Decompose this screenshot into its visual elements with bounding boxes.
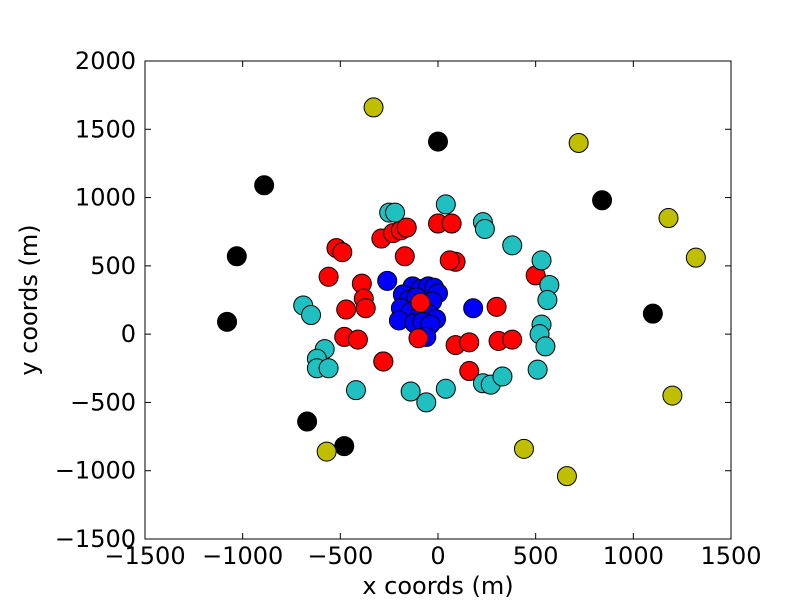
x-axis-label: x coords (m) xyxy=(362,572,513,600)
y-tick-label: −500 xyxy=(70,388,136,416)
y-axis-label: y coords (m) xyxy=(15,224,43,375)
data-point xyxy=(463,298,484,319)
data-point xyxy=(400,381,421,402)
y-axis-ticks: −1500 −1000 −500 0 500 1000 1500 2000 xyxy=(55,47,731,553)
data-point xyxy=(363,97,384,118)
data-point xyxy=(685,247,706,268)
data-point xyxy=(416,392,437,413)
y-tick-label: 500 xyxy=(90,252,136,280)
data-point xyxy=(435,194,456,215)
data-point xyxy=(527,359,548,380)
x-tick-label: 500 xyxy=(513,542,559,570)
data-point xyxy=(318,358,339,379)
data-point xyxy=(385,202,406,223)
data-point xyxy=(441,213,462,234)
data-point xyxy=(355,298,376,319)
data-markers xyxy=(217,97,706,487)
y-tick-label: 1500 xyxy=(75,115,136,143)
x-tick-label: −500 xyxy=(307,542,373,570)
data-point xyxy=(226,246,247,267)
data-point xyxy=(531,250,552,271)
data-point xyxy=(662,385,683,406)
series-5 xyxy=(316,97,706,487)
data-point xyxy=(642,303,663,324)
data-point xyxy=(316,441,337,462)
series-3 xyxy=(293,194,560,413)
data-point xyxy=(439,250,460,271)
data-point xyxy=(318,266,339,287)
data-point xyxy=(297,411,318,432)
data-point xyxy=(410,292,431,313)
data-point xyxy=(373,351,394,372)
data-point xyxy=(492,366,513,387)
data-point xyxy=(474,218,495,239)
x-tick-label: 0 xyxy=(430,542,445,570)
data-point xyxy=(513,438,534,459)
data-point xyxy=(459,361,480,382)
data-point xyxy=(556,466,577,487)
data-point xyxy=(408,328,429,349)
data-point xyxy=(486,296,507,317)
data-point xyxy=(217,311,238,332)
data-point xyxy=(568,132,589,153)
data-point xyxy=(428,131,448,152)
x-axis-ticks: −1500 −1000 −500 0 500 1000 1500 xyxy=(104,61,762,570)
data-point xyxy=(334,436,355,457)
y-tick-label: −1500 xyxy=(55,525,136,553)
x-tick-label: 1000 xyxy=(603,542,664,570)
y-tick-label: −1000 xyxy=(55,457,136,485)
data-point xyxy=(535,336,556,357)
data-point xyxy=(377,270,398,291)
y-tick-label: 0 xyxy=(121,320,136,348)
data-point xyxy=(592,190,613,211)
data-point xyxy=(502,235,523,256)
y-tick-label: 1000 xyxy=(75,184,136,212)
series-2 xyxy=(318,213,546,382)
data-point xyxy=(396,217,417,238)
data-point xyxy=(394,246,415,267)
y-tick-label: 2000 xyxy=(75,47,136,75)
data-point xyxy=(435,378,456,399)
data-point xyxy=(502,329,523,350)
data-point xyxy=(254,175,275,196)
data-point xyxy=(301,305,322,326)
data-point xyxy=(336,299,357,320)
data-point xyxy=(345,380,366,401)
x-tick-label: 1500 xyxy=(700,542,761,570)
data-point xyxy=(537,290,558,310)
x-tick-label: −1000 xyxy=(202,542,283,570)
series-4 xyxy=(217,131,663,457)
data-point xyxy=(332,242,353,263)
data-point xyxy=(459,332,480,353)
x-tick-label: −1500 xyxy=(104,542,185,570)
data-point xyxy=(658,208,679,229)
data-point xyxy=(347,329,368,350)
